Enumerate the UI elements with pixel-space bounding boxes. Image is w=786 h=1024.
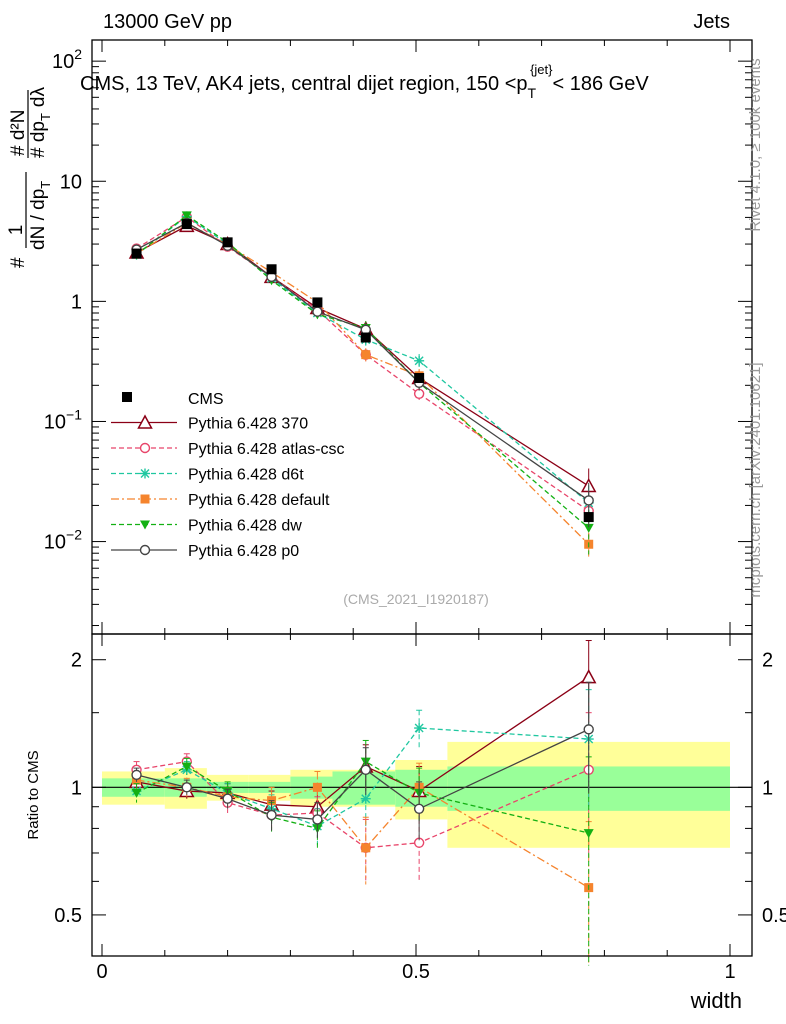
series-5-ratio-point <box>181 782 192 793</box>
ylabel-hash1: # <box>8 257 29 268</box>
series-0-ratio-point <box>580 669 597 684</box>
y-tick-label: 10−2 <box>44 527 82 554</box>
cms-data-point <box>312 297 323 308</box>
cms-data-point <box>222 237 233 248</box>
series-5-ratio-line <box>136 728 589 821</box>
analysis-tag: (CMS_2021_I1920187) <box>343 591 489 607</box>
legend-marker-4 <box>140 520 150 530</box>
series-4-ratio-point <box>131 788 142 798</box>
header-process: Jets <box>693 11 730 33</box>
y-tick-label: 10−1 <box>44 406 82 433</box>
legend-label-3: Pythia 6.428 default <box>188 492 330 509</box>
ylabel-one: 1 <box>6 225 27 236</box>
series-0-main-line <box>136 225 590 487</box>
ratio-y-tick-label: 0.5 <box>54 905 82 927</box>
series-5-ratio-point <box>413 803 425 814</box>
series-1-main-line <box>136 216 590 512</box>
series-4-ratio-point <box>181 762 192 772</box>
legend-label-0: Pythia 6.428 370 <box>188 416 308 433</box>
series-4-main-point <box>181 211 192 221</box>
header-energy: 13000 GeV pp <box>103 11 232 33</box>
series-4-ratio-line <box>136 760 589 834</box>
y-tick-label: 102 <box>52 46 82 73</box>
x-tick-label: 0.5 <box>402 961 430 983</box>
main-y-axis-label: # 1 dN / dpT # d²N # dpTdλ <box>6 86 53 268</box>
x-axis-label: width <box>690 988 742 1013</box>
series-2-main-line <box>136 215 590 504</box>
ratio-y-tick-label-right: 2 <box>762 650 773 672</box>
cms-data-point <box>414 373 425 384</box>
series-5-ratio-point <box>131 769 142 781</box>
x-tick-label: 1 <box>724 961 735 983</box>
legend-marker-cms <box>122 392 132 402</box>
cms-data-point <box>266 264 277 275</box>
y-tick-label: 1 <box>71 291 82 313</box>
ratio-y-tick-label: 1 <box>71 777 82 799</box>
legend-label-5: Pythia 6.428 p0 <box>188 543 299 560</box>
ratio-y-tick-label-right: 0.5 <box>762 905 786 927</box>
series-5-ratio-point <box>360 764 371 775</box>
legend-marker-2 <box>140 468 150 479</box>
series-4-ratio-point <box>583 829 594 839</box>
series-1-main-point <box>413 388 425 399</box>
ylabel-dn-dpt: dN / dpT <box>28 181 53 250</box>
series-5-main-line <box>136 222 590 501</box>
series-5-main-point <box>583 495 594 506</box>
ylabel-d2n: # d²N <box>8 110 29 156</box>
series-5-main-point <box>312 306 323 317</box>
legend-label-1: Pythia 6.428 atlas-csc <box>188 441 345 458</box>
legend-marker-0 <box>137 414 153 429</box>
series-2-ratio-point <box>414 723 425 734</box>
cms-data-point <box>131 248 142 259</box>
series-5-ratio-point <box>222 793 233 804</box>
x-tick-label: 0 <box>96 961 107 983</box>
ratio-panel-frame <box>91 633 753 957</box>
legend-marker-3 <box>140 494 150 504</box>
legend: CMS Pythia 6.428 370 Pythia 6.428 atlas-cs… <box>111 391 345 560</box>
axes-ticks: 0 0.5 1 10−2 10−1 1 10 102 0.5 0.5 1 1 2 2 <box>44 40 786 983</box>
series-4-main-point <box>583 523 594 533</box>
mcplots-label: mcplots.cern.ch [arXiv:2401.10621] <box>747 362 764 597</box>
chart-title: CMS, 13 TeV, AK4 jets, central dijet reg… <box>80 62 649 101</box>
series-3-main-point <box>361 350 371 360</box>
legend-label-2: Pythia 6.428 d6t <box>188 467 304 484</box>
series-3-ratio-line <box>136 779 590 889</box>
series-3-ratio-point <box>361 843 371 853</box>
series-5-ratio-point <box>312 814 323 825</box>
ratio-y-tick-label-right: 1 <box>762 777 773 799</box>
cms-data-point <box>360 332 371 343</box>
series-3-ratio-point <box>312 782 322 792</box>
series-2-ratio-point <box>360 793 371 804</box>
legend-marker-1 <box>139 442 151 454</box>
ratio-panel-series <box>128 640 597 966</box>
series-0-ratio-line <box>136 676 590 808</box>
y-tick-label: 10 <box>60 171 82 193</box>
ylabel-dpt-dlambda: # dpTdλ <box>28 86 53 158</box>
series-1-ratio-line <box>136 760 589 849</box>
legend-label-cms: CMS <box>188 391 224 408</box>
rivet-label: Rivet 4.1.0, ≥ 100k events <box>747 58 764 231</box>
series-5-ratio-point <box>266 809 277 821</box>
cms-data-point <box>583 512 594 523</box>
legend-label-4: Pythia 6.428 dw <box>188 518 302 535</box>
main-panel-series <box>128 211 597 560</box>
series-5-ratio-point <box>583 724 594 735</box>
legend-marker-5 <box>139 544 151 556</box>
ratio-y-tick-label: 2 <box>71 650 82 672</box>
ratio-y-axis-label: Ratio to CMS <box>25 750 42 839</box>
cms-data-point <box>181 219 192 230</box>
series-2-main-point <box>414 355 425 366</box>
